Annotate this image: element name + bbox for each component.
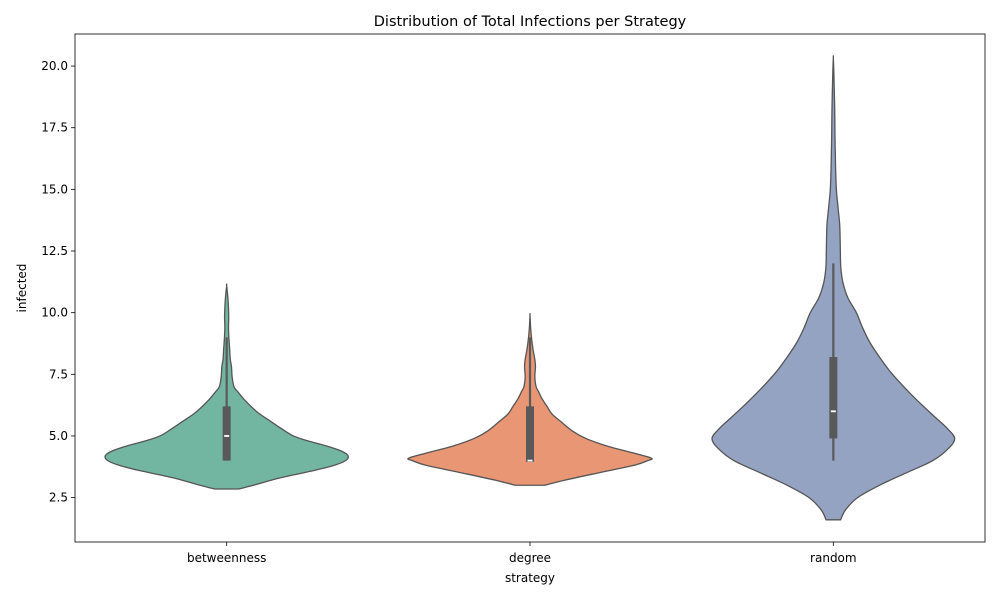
violin-random — [711, 55, 956, 521]
y-tick-label: 20.0 — [41, 59, 68, 73]
plot-frame — [74, 33, 986, 543]
y-tick-label: 2.5 — [49, 491, 68, 505]
violin-iqr-box — [222, 406, 231, 461]
x-tick-label: betweenness — [187, 551, 266, 565]
chart-title: Distribution of Total Infections per Str… — [374, 14, 687, 30]
violin-degree — [407, 312, 653, 486]
y-tick-label: 10.0 — [41, 306, 68, 320]
violin-betweenness — [104, 283, 349, 490]
y-tick-label: 7.5 — [49, 367, 68, 381]
violin-iqr-box — [526, 406, 534, 462]
y-tick-label: 15.0 — [41, 182, 68, 196]
y-tick-label: 17.5 — [41, 121, 68, 135]
x-axis: betweenness degree random — [187, 542, 857, 565]
y-tick-label: 5.0 — [49, 429, 68, 443]
x-axis-label: strategy — [505, 571, 555, 585]
x-tick-label: random — [810, 551, 857, 565]
y-tick-label: 12.5 — [41, 244, 68, 258]
x-tick-label: degree — [509, 551, 551, 565]
violin-iqr-box — [829, 357, 838, 439]
violins-layer — [104, 55, 956, 521]
y-axis: 2.5 5.0 7.5 10.0 12.5 15.0 17.5 20.0 — [41, 59, 75, 505]
y-axis-label: infected — [15, 264, 29, 313]
